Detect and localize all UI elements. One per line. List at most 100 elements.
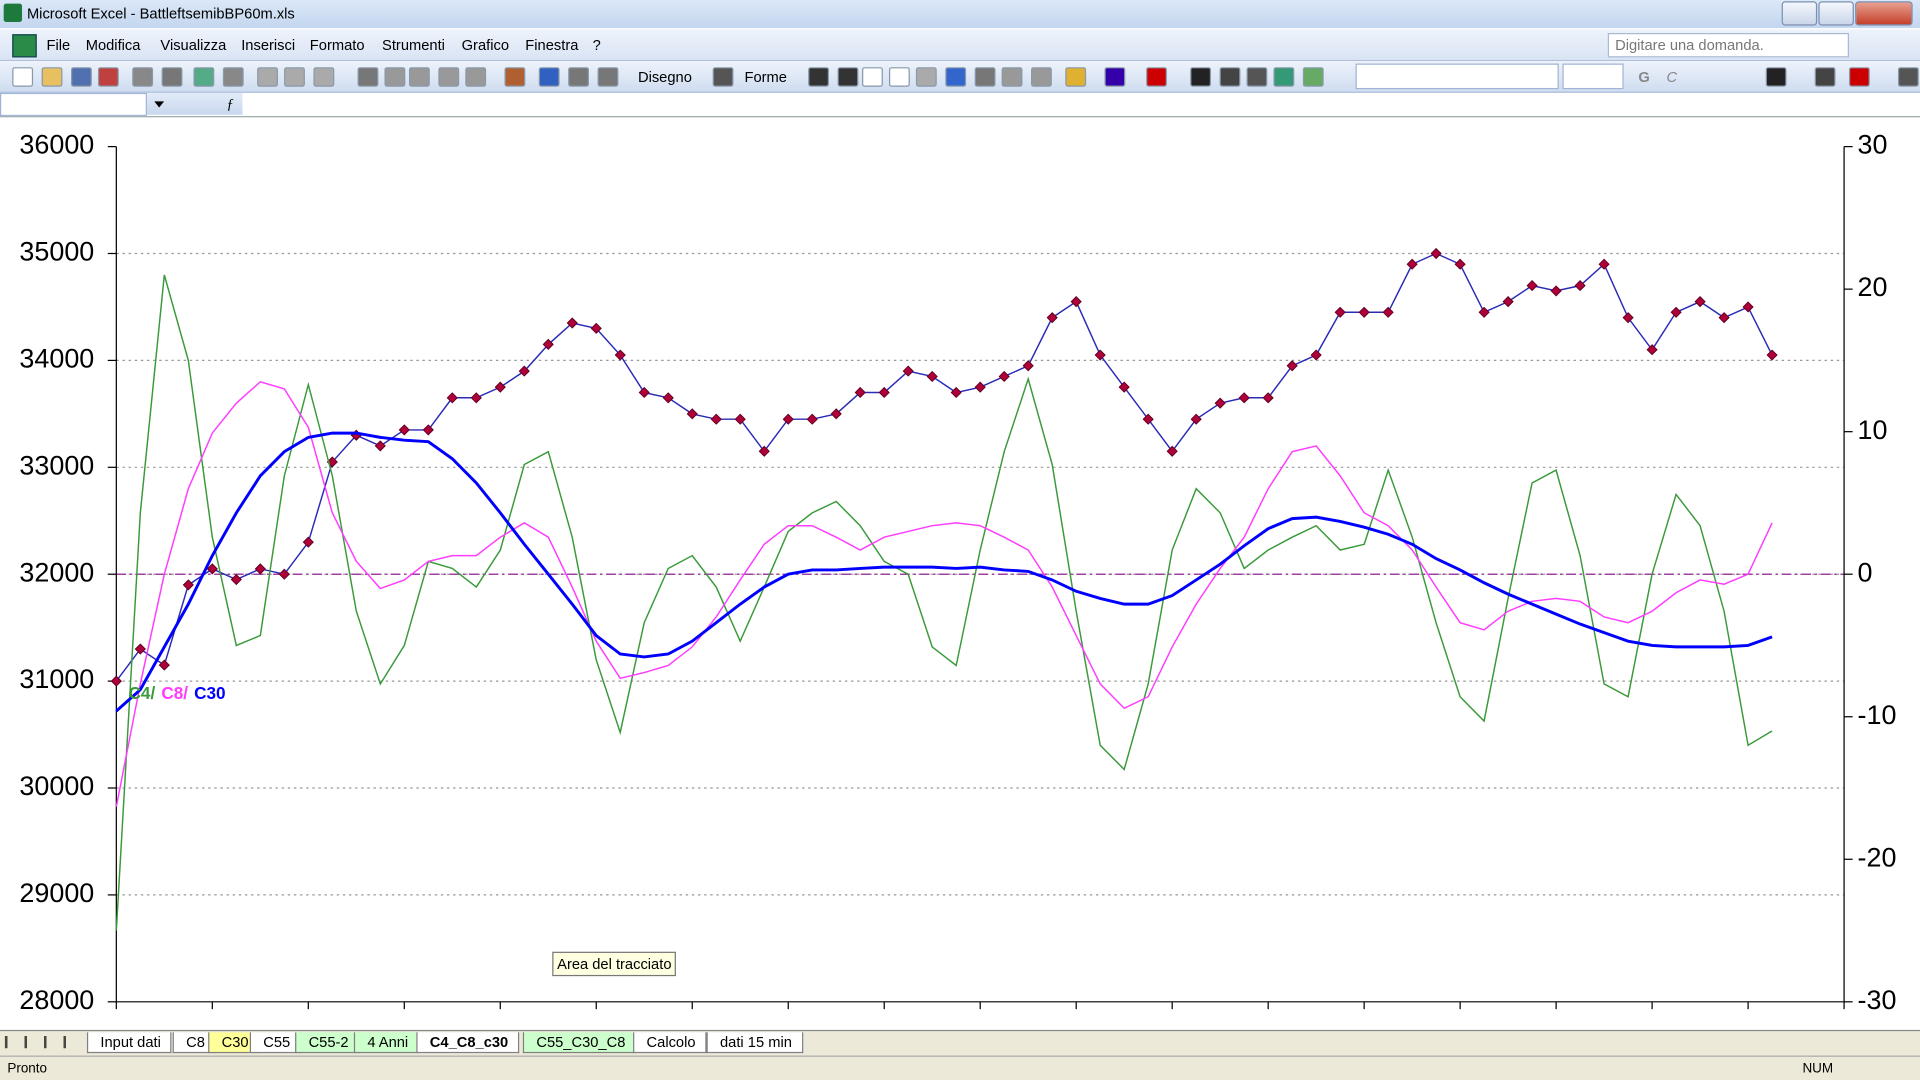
- toolbar-icon[interactable]: [1246, 67, 1268, 87]
- toolbar-icon[interactable]: [1814, 67, 1836, 87]
- sheet-tab[interactable]: C55_C30_C8: [522, 1032, 637, 1054]
- toolbar-icon[interactable]: [1146, 67, 1167, 87]
- data-marker: [1382, 306, 1394, 318]
- toolbar-icon[interactable]: [161, 67, 183, 87]
- toolbar-icon[interactable]: [313, 67, 335, 87]
- toolbar-icon[interactable]: [1031, 67, 1052, 87]
- toolbar-icon[interactable]: [193, 67, 215, 87]
- toolbar-icon[interactable]: [945, 67, 967, 87]
- sheet-tab[interactable]: Input dati: [86, 1032, 172, 1054]
- toolbar-icon[interactable]: [837, 67, 859, 87]
- name-box[interactable]: [0, 92, 147, 117]
- minimize-button[interactable]: [1781, 1, 1818, 26]
- toolbar-icon[interactable]: [1104, 67, 1126, 87]
- toolbar-icon[interactable]: [597, 67, 619, 87]
- fx-icon: ƒ: [226, 95, 234, 113]
- data-marker: [542, 338, 554, 350]
- toolbar-icon[interactable]: [1765, 67, 1787, 87]
- sheet-tab[interactable]: C4_C8_c30: [416, 1032, 520, 1054]
- toolbar-icon[interactable]: [538, 67, 560, 87]
- draw-menu[interactable]: Disegno: [637, 68, 692, 86]
- toolbar: Disegno Forme G C: [0, 61, 1920, 93]
- help-box[interactable]: Digitare una domanda.: [1607, 32, 1849, 58]
- menu-item[interactable]: Strumenti: [382, 36, 445, 54]
- toolbar-icon[interactable]: [1219, 67, 1241, 87]
- toolbar-icon[interactable]: [97, 67, 119, 87]
- toolbar-icon[interactable]: [504, 67, 526, 87]
- toolbar-icon[interactable]: [1065, 67, 1087, 87]
- toolbar-icon[interactable]: [41, 67, 63, 87]
- sheet-tab[interactable]: dati 15 min: [706, 1032, 803, 1054]
- toolbar-icon[interactable]: [1001, 67, 1023, 87]
- toolbar-icon[interactable]: [1273, 67, 1295, 87]
- menu-item[interactable]: Inserisci: [241, 36, 296, 54]
- toolbar-icon[interactable]: [1897, 67, 1919, 87]
- toolbar-icon[interactable]: [974, 67, 996, 87]
- toolbar-icon[interactable]: [284, 67, 305, 87]
- toolbar-icon[interactable]: [915, 67, 937, 87]
- data-marker: [590, 322, 602, 334]
- menu-item[interactable]: Finestra: [525, 36, 579, 54]
- toolbar-icon[interactable]: [568, 67, 589, 87]
- toolbar-icon[interactable]: [12, 67, 34, 87]
- data-marker: [1118, 381, 1130, 393]
- toolbar-icon[interactable]: [888, 67, 910, 87]
- legend-entry: C4/: [129, 683, 156, 702]
- data-marker: [638, 386, 650, 399]
- sheet-tab[interactable]: 4 Anni: [353, 1032, 420, 1054]
- toolbar-icon[interactable]: [384, 67, 406, 87]
- data-marker: [398, 424, 410, 436]
- menu-item[interactable]: Visualizza: [160, 36, 227, 54]
- close-button[interactable]: [1855, 1, 1913, 26]
- sheet-tab[interactable]: C8: [172, 1032, 216, 1054]
- font-combo[interactable]: [1355, 63, 1559, 90]
- series-line: [115, 431, 1773, 713]
- sheet-tab[interactable]: C55: [249, 1032, 302, 1054]
- app-icon: [3, 3, 23, 22]
- bold-button[interactable]: G: [1638, 68, 1650, 86]
- y-tick-label: 33000: [19, 450, 94, 480]
- toolbar-icon[interactable]: [862, 67, 883, 87]
- toolbar-icon[interactable]: [465, 67, 487, 87]
- sheet-tab[interactable]: C30: [208, 1032, 260, 1054]
- data-marker: [1238, 392, 1250, 404]
- data-marker: [1622, 312, 1634, 324]
- window-title: Microsoft Excel - BattleftsemibBP60m.xls: [26, 4, 295, 22]
- menu-item[interactable]: Grafico: [461, 36, 510, 54]
- italic-button[interactable]: C: [1666, 68, 1678, 86]
- shapes-menu[interactable]: Forme: [744, 68, 787, 86]
- tab-navigation[interactable]: [4, 1036, 84, 1049]
- toolbar-icon[interactable]: [357, 67, 379, 87]
- toolbar-icon[interactable]: [808, 67, 829, 87]
- data-marker: [1670, 306, 1682, 318]
- toolbar-icon[interactable]: [71, 67, 92, 87]
- data-marker: [278, 568, 290, 580]
- toolbar-icon[interactable]: [1190, 67, 1212, 87]
- menu-item[interactable]: Modifica: [85, 36, 141, 54]
- toolbar-icon[interactable]: [222, 67, 244, 87]
- sheet-tab[interactable]: C55-2: [295, 1032, 360, 1054]
- data-marker: [1022, 360, 1034, 372]
- toolbar-icon[interactable]: [1302, 67, 1324, 87]
- toolbar-icon[interactable]: [712, 67, 734, 87]
- toolbar-icon[interactable]: [408, 67, 430, 87]
- toolbar-icon[interactable]: [257, 67, 278, 87]
- toolbar-icon[interactable]: [438, 67, 460, 87]
- toolbar-icon[interactable]: [1848, 67, 1870, 87]
- sheet-tab[interactable]: Calcolo: [633, 1032, 707, 1054]
- menu-item[interactable]: File: [46, 36, 71, 54]
- size-combo[interactable]: [1562, 63, 1624, 90]
- maximize-button[interactable]: [1818, 1, 1854, 26]
- toolbar-icon[interactable]: [132, 67, 154, 87]
- data-marker: [1430, 247, 1442, 260]
- y2-tick-label: -30: [1858, 985, 1897, 1015]
- data-marker: [422, 424, 434, 436]
- dropdown-arrow[interactable]: [154, 101, 165, 108]
- menu-item[interactable]: ?: [592, 36, 601, 54]
- chart-object-box[interactable]: ƒ: [0, 92, 243, 117]
- data-marker: [158, 659, 170, 671]
- help-placeholder: Digitare una domanda.: [1615, 36, 1764, 54]
- menu-item[interactable]: Formato: [309, 36, 365, 54]
- data-marker: [1598, 258, 1610, 270]
- data-marker: [926, 370, 938, 383]
